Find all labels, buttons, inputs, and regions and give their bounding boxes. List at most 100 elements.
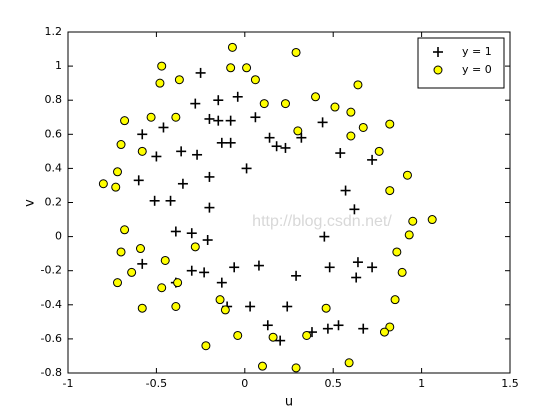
circle-marker: [402, 170, 412, 180]
plus-marker: [367, 262, 378, 273]
circle-marker: [280, 99, 290, 109]
plus-marker: [280, 142, 291, 153]
circle-marker: [311, 92, 321, 102]
circle-marker: [374, 146, 384, 156]
circle-marker: [98, 179, 108, 189]
plus-marker: [349, 204, 360, 215]
circle-marker: [427, 215, 437, 225]
plus-marker: [202, 235, 213, 246]
plot-area: [67, 31, 511, 374]
circle-marker: [220, 305, 230, 315]
circle-marker: [358, 122, 368, 132]
plus-marker: [253, 260, 264, 271]
plus-marker: [170, 226, 181, 237]
circle-marker: [379, 327, 389, 337]
y-tick-label: 1: [55, 59, 62, 72]
circle-marker: [385, 119, 395, 129]
circle-marker: [385, 186, 395, 196]
plus-marker: [204, 113, 215, 124]
circle-marker: [135, 244, 145, 254]
plus-marker: [340, 185, 351, 196]
plus-marker: [213, 95, 224, 106]
circle-marker: [242, 63, 252, 73]
plus-marker: [367, 154, 378, 165]
plus-marker: [232, 91, 243, 102]
plus-marker: [351, 272, 362, 283]
plus-marker: [186, 265, 197, 276]
plus-marker: [216, 137, 227, 148]
circle-marker: [291, 47, 301, 57]
legend-box: [417, 37, 505, 89]
plus-marker: [358, 323, 369, 334]
plus-marker: [137, 129, 148, 140]
circle-marker: [259, 99, 269, 109]
y-tick-label: 0.6: [45, 127, 63, 140]
y-axis-label: v: [23, 199, 38, 207]
x-tick-label: 0: [241, 377, 248, 390]
plus-marker: [264, 132, 275, 143]
x-axis-label: u: [285, 395, 293, 410]
circle-marker: [173, 278, 183, 288]
plus-marker: [241, 163, 252, 174]
plus-marker: [352, 257, 363, 268]
legend-marker: [433, 47, 443, 57]
plus-marker: [225, 115, 236, 126]
circle-marker: [346, 131, 356, 141]
circle-marker: [113, 278, 123, 288]
circle-marker: [385, 322, 395, 332]
circle-marker: [116, 140, 126, 150]
x-tick-label: -0.5: [146, 377, 167, 390]
circle-marker: [155, 78, 165, 88]
plus-marker: [177, 178, 188, 189]
circle-marker: [120, 116, 130, 126]
y-tick-label: 0.2: [45, 196, 63, 209]
plus-marker: [262, 320, 273, 331]
circle-marker: [293, 126, 303, 136]
circle-marker: [215, 295, 225, 305]
plus-marker: [204, 171, 215, 182]
y-tick-label: 0: [55, 230, 62, 243]
plus-marker: [151, 151, 162, 162]
circle-marker: [171, 302, 181, 312]
circle-marker: [127, 267, 137, 277]
circle-marker: [392, 247, 402, 257]
circle-marker: [113, 167, 123, 177]
plus-marker: [137, 258, 148, 269]
plus-marker: [149, 195, 160, 206]
plus-marker: [190, 98, 201, 109]
x-tick-label: -1: [63, 377, 74, 390]
plus-marker: [158, 122, 169, 133]
circle-marker: [390, 295, 400, 305]
plus-marker: [213, 115, 224, 126]
plus-marker: [229, 262, 240, 273]
y-tick-label: -0.8: [41, 366, 62, 379]
circle-marker: [353, 80, 363, 90]
circle-marker: [330, 102, 340, 112]
plus-marker: [250, 112, 261, 123]
y-tick-label: -0.6: [41, 332, 62, 345]
plus-marker: [216, 277, 227, 288]
plus-marker: [186, 228, 197, 239]
y-tick-label: 0.4: [45, 161, 63, 174]
plus-marker: [192, 149, 203, 160]
x-tick-label: 1: [418, 377, 425, 390]
plus-marker: [317, 117, 328, 128]
circle-marker: [291, 363, 301, 373]
circle-marker: [174, 75, 184, 85]
plus-marker: [176, 146, 187, 157]
plus-marker: [322, 323, 333, 334]
circle-marker: [190, 242, 200, 252]
circle-marker: [146, 112, 156, 122]
circle-marker: [344, 358, 354, 368]
circle-marker: [302, 330, 312, 340]
legend-label: y = 1: [462, 45, 492, 58]
plus-marker: [275, 335, 286, 346]
plus-marker: [225, 137, 236, 148]
plus-marker: [133, 175, 144, 186]
circle-marker: [397, 267, 407, 277]
plus-marker: [333, 320, 344, 331]
plus-marker: [199, 267, 210, 278]
circle-marker: [201, 341, 211, 351]
circle-marker: [257, 361, 267, 371]
